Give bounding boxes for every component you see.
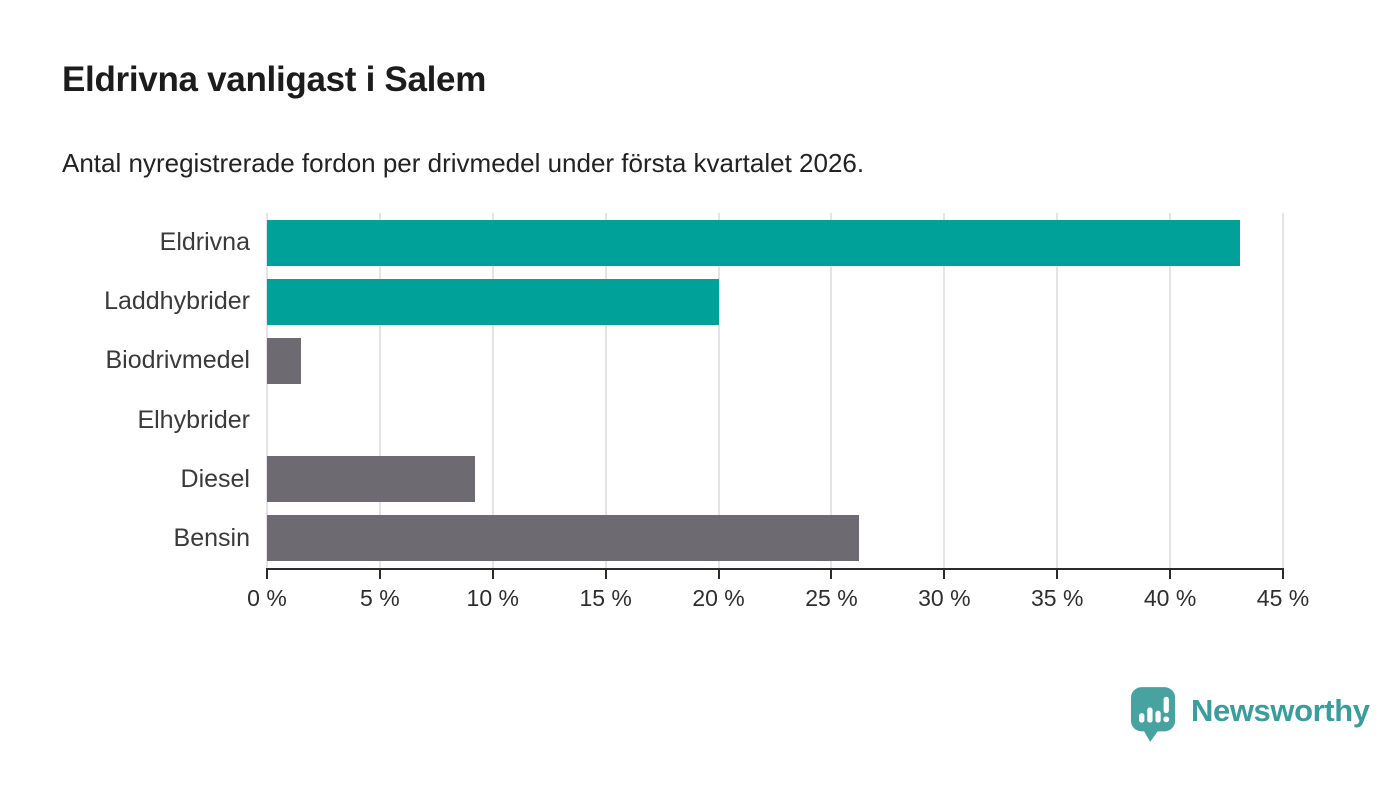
gridline	[604, 213, 607, 568]
plot-area	[266, 213, 1284, 568]
category-label: Laddhybrider	[104, 287, 250, 316]
x-axis-labels: 0 % 5 % 10 % 15 % 20 % 25 % 30 % 35 % 40 % 45 %	[247, 585, 1309, 617]
bar-bensin	[267, 515, 859, 562]
bar-row	[267, 391, 1283, 450]
x-axis-ticks	[266, 570, 1284, 579]
axis-tick	[1282, 570, 1284, 579]
newsworthy-logo-icon	[1130, 687, 1176, 742]
gridline	[491, 213, 494, 568]
axis-tick-label: 20 %	[692, 585, 745, 611]
axis-tick	[943, 570, 946, 579]
category-label: Elhybrider	[137, 405, 250, 434]
gridlines	[266, 213, 1284, 568]
axis-tick-label: 40 %	[1143, 585, 1197, 611]
axis-tick	[1056, 570, 1059, 579]
axis-tick-label: 35 %	[1031, 585, 1084, 611]
bar-row	[267, 272, 1283, 331]
axis-tick-label: 10 %	[466, 585, 519, 611]
chart-title: Eldrivna vanligast i Salem	[62, 60, 487, 99]
axis-tick-label: 25 %	[805, 585, 858, 611]
gridline	[1056, 213, 1059, 568]
gridline	[830, 213, 833, 568]
bar-laddhybrider	[267, 278, 719, 325]
bar-biodrivmedel	[267, 337, 301, 384]
newsworthy-logo: Newsworthy	[1130, 684, 1370, 746]
axis-tick-label: 15 %	[579, 585, 632, 611]
bar-diesel	[267, 456, 475, 503]
bar-row	[267, 213, 1283, 272]
x-axis-line	[266, 568, 1284, 570]
bar-chart-glyph	[1139, 696, 1170, 723]
axis-tick	[378, 570, 381, 579]
gridline	[266, 213, 268, 568]
axis-tick	[830, 570, 833, 579]
bars	[267, 213, 1283, 568]
speech-bubble-shape	[1130, 687, 1176, 742]
axis-tick-label: 5 %	[360, 585, 400, 611]
category-label: Eldrivna	[159, 228, 250, 257]
axis-tick-label: 45 %	[1256, 585, 1310, 611]
axis-tick	[717, 570, 720, 579]
category-label: Diesel	[180, 464, 250, 493]
chart-subtitle: Antal nyregistrerade fordon per drivmede…	[62, 148, 865, 178]
category-label: Biodrivmedel	[105, 346, 250, 375]
axis-tick	[1169, 570, 1172, 579]
axis-tick	[604, 570, 607, 579]
gridline	[717, 213, 720, 568]
gridline	[1282, 213, 1284, 568]
bar-row	[267, 509, 1283, 568]
gridline	[378, 213, 381, 568]
category-label: Bensin	[173, 523, 250, 552]
bar-row	[267, 331, 1283, 390]
newsworthy-logo-text: Newsworthy	[1191, 693, 1370, 728]
axis-tick-label: 0 %	[247, 585, 287, 611]
axis-tick	[491, 570, 494, 579]
bar-eldrivna	[267, 219, 1241, 266]
category-labels: Eldrivna Laddhybrider Biodrivmedel Elhybrid…	[0, 213, 250, 568]
gridline	[1169, 213, 1172, 568]
axis-tick-label: 30 %	[918, 585, 971, 611]
gridline	[943, 213, 946, 568]
bar-row	[267, 450, 1283, 509]
axis-tick	[266, 570, 268, 579]
